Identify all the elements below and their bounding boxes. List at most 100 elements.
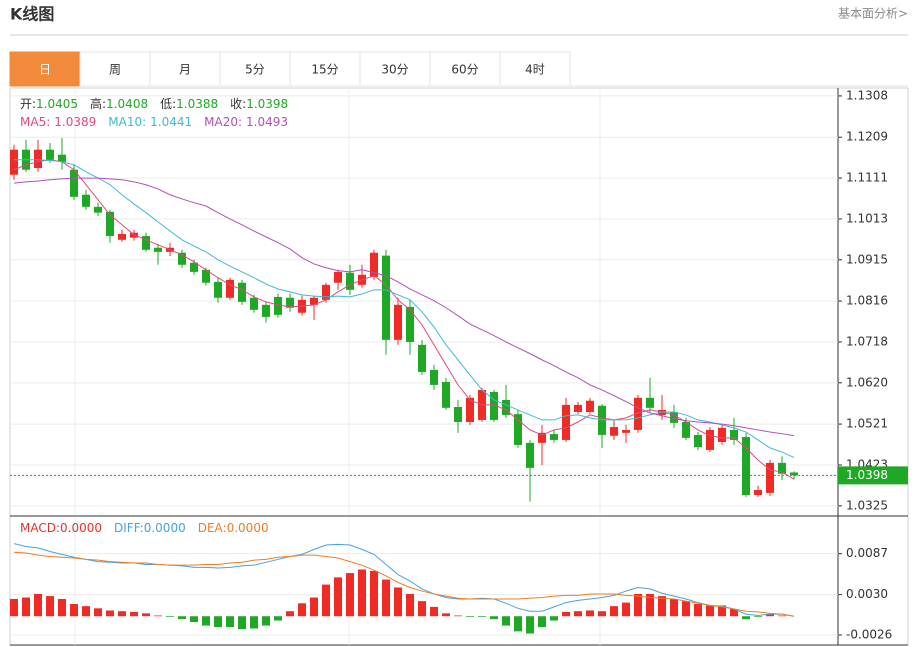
macd-bar bbox=[634, 593, 642, 617]
candle-body bbox=[70, 169, 78, 197]
candle-body bbox=[238, 282, 246, 302]
y-tick-label: 1.1013 bbox=[846, 211, 888, 225]
legend-value: 1.0388 bbox=[176, 97, 218, 111]
macd-bar bbox=[778, 615, 786, 617]
candle-body bbox=[430, 369, 438, 385]
candle-body bbox=[118, 233, 126, 240]
tab[interactable] bbox=[289, 51, 361, 87]
legend-value: 1.0405 bbox=[36, 97, 78, 111]
legend-label: 高: bbox=[90, 96, 106, 111]
indicator-line bbox=[14, 159, 795, 458]
y-tick-label: 1.0915 bbox=[846, 252, 888, 266]
legend-label: DEA: bbox=[198, 521, 227, 535]
macd-bar bbox=[598, 611, 606, 617]
candle-body bbox=[154, 247, 162, 252]
tab-label[interactable]: 4时 bbox=[525, 63, 545, 77]
candle-body bbox=[406, 306, 414, 342]
indicator-line bbox=[13, 177, 795, 437]
candle-body bbox=[466, 397, 474, 423]
legend-label: MA10: bbox=[108, 115, 146, 129]
macd-bar bbox=[250, 616, 258, 629]
macd-bar bbox=[34, 593, 42, 617]
legend-value: 0.0000 bbox=[144, 521, 186, 535]
macd-bar bbox=[202, 616, 210, 626]
page-title: K线图 bbox=[10, 5, 54, 24]
macd-bar bbox=[178, 616, 186, 620]
legend-label: 收: bbox=[230, 97, 246, 111]
macd-bar bbox=[346, 573, 354, 617]
y-tick-label: 1.0325 bbox=[846, 498, 888, 512]
legend-value: 0.0000 bbox=[60, 521, 102, 535]
macd-bar bbox=[754, 616, 762, 617]
candle-body bbox=[418, 344, 426, 372]
macd-bar bbox=[22, 597, 30, 617]
macd-bar bbox=[550, 616, 558, 621]
candle-body bbox=[502, 399, 510, 415]
legend-label: MA20: bbox=[204, 115, 242, 129]
candle-body bbox=[274, 296, 282, 315]
macd-bar bbox=[298, 603, 306, 617]
macd-bar bbox=[238, 616, 246, 630]
tab[interactable] bbox=[149, 51, 221, 87]
legend-value: 1.0441 bbox=[150, 115, 192, 129]
y-tick-label: 1.1308 bbox=[846, 88, 888, 102]
candle-body bbox=[454, 406, 462, 423]
tab[interactable] bbox=[79, 51, 151, 87]
macd-bar bbox=[406, 593, 414, 617]
last-price-box bbox=[838, 466, 908, 485]
legend-label: 开: bbox=[20, 97, 36, 111]
candle-body bbox=[382, 255, 390, 340]
macd-bar bbox=[94, 608, 102, 617]
candle-body bbox=[82, 194, 90, 207]
tab-label[interactable]: 30分 bbox=[381, 63, 408, 77]
tab[interactable] bbox=[499, 51, 571, 87]
macd-bar bbox=[454, 615, 462, 617]
tab-label[interactable]: 周 bbox=[109, 63, 121, 77]
macd-bar bbox=[514, 616, 522, 632]
candle-body bbox=[694, 434, 702, 448]
indicator-line bbox=[13, 551, 795, 617]
analysis-link[interactable]: 基本面分析> bbox=[838, 7, 908, 21]
legend-value: 0.0000 bbox=[227, 521, 269, 535]
macd-bar bbox=[58, 598, 66, 617]
candle-body bbox=[718, 427, 726, 443]
indicator-line bbox=[13, 159, 795, 480]
tab-label[interactable]: 月 bbox=[179, 63, 191, 77]
tab[interactable] bbox=[9, 51, 81, 87]
candle-body bbox=[142, 236, 150, 250]
legend-label: 低: bbox=[160, 97, 176, 111]
y-tick-label: 1.1111 bbox=[846, 171, 888, 185]
candle-body bbox=[202, 269, 210, 283]
candle-body bbox=[514, 414, 522, 445]
macd-bar bbox=[730, 609, 738, 617]
tab-label[interactable]: 日 bbox=[39, 63, 51, 77]
tab-label[interactable]: 15分 bbox=[311, 63, 338, 77]
macd-bar bbox=[478, 616, 486, 617]
macd-bar bbox=[706, 605, 714, 617]
candle-body bbox=[322, 284, 330, 300]
macd-bar bbox=[766, 614, 774, 617]
tab[interactable] bbox=[429, 51, 501, 87]
macd-bar bbox=[562, 611, 570, 617]
macd-bar bbox=[646, 593, 654, 617]
candle-body bbox=[586, 400, 594, 413]
macd-bar bbox=[682, 601, 690, 617]
tab-label[interactable]: 5分 bbox=[245, 63, 265, 77]
y-tick-label: 1.1209 bbox=[846, 130, 888, 144]
macd-bar bbox=[142, 613, 150, 617]
legend-label: MA5: bbox=[20, 115, 50, 129]
last-price-label: 1.0398 bbox=[846, 468, 888, 482]
macd-bar bbox=[586, 610, 594, 617]
macd-bar bbox=[262, 616, 270, 626]
macd-bar bbox=[70, 604, 78, 617]
macd-bar bbox=[538, 616, 546, 628]
tab-label[interactable]: 60分 bbox=[451, 63, 478, 77]
candle-body bbox=[346, 272, 354, 290]
macd-bar bbox=[226, 616, 234, 628]
macd-bar bbox=[166, 616, 174, 617]
legend: MACD:0.0000 DIFF:0.0000 DEA:0.0000 bbox=[20, 521, 269, 535]
candle-body bbox=[34, 149, 42, 169]
candle-body bbox=[742, 437, 750, 495]
legend-label: MACD: bbox=[20, 521, 60, 535]
candle-body bbox=[730, 429, 738, 440]
